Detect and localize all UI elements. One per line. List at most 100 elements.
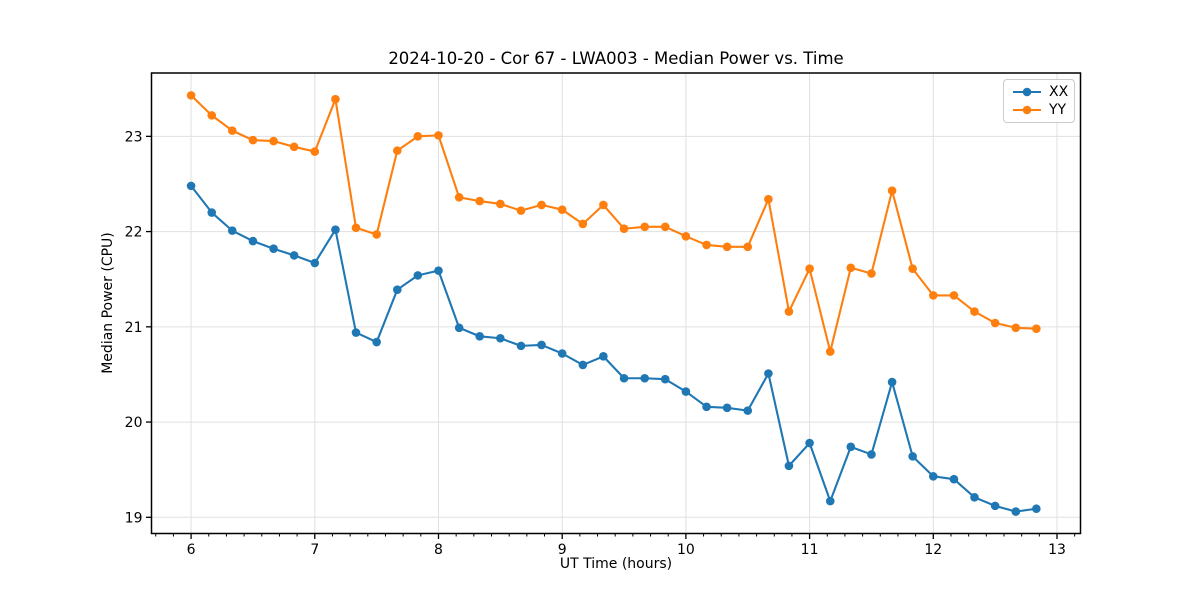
data-point-yy xyxy=(599,200,608,210)
data-point-xx xyxy=(619,373,629,383)
data-point-yy xyxy=(990,318,1000,328)
data-point-yy xyxy=(310,147,320,156)
data-point-xx xyxy=(743,406,753,415)
data-point-xx xyxy=(825,496,835,506)
data-point-yy xyxy=(867,269,876,278)
data-point-yy xyxy=(578,219,588,229)
data-point-yy xyxy=(1011,323,1021,333)
data-point-xx xyxy=(475,332,484,341)
data-point-xx xyxy=(248,236,258,246)
data-point-xx xyxy=(537,340,546,350)
legend-label-yy: YY xyxy=(1049,102,1067,118)
data-point-yy xyxy=(331,94,340,104)
data-point-yy xyxy=(392,146,402,155)
x-tick-label: 7 xyxy=(310,542,319,558)
data-point-xx xyxy=(269,244,278,254)
data-point-xx xyxy=(557,349,567,358)
data-point-yy xyxy=(743,242,753,252)
series-line-xx xyxy=(190,184,1038,513)
data-point-yy xyxy=(454,192,464,202)
data-point-yy xyxy=(949,291,959,300)
data-point-yy xyxy=(660,222,670,232)
data-point-xx xyxy=(990,501,1000,511)
data-point-yy xyxy=(805,264,814,274)
legend-marker-icon xyxy=(1022,87,1032,97)
data-point-xx xyxy=(640,373,649,383)
data-point-yy xyxy=(784,307,794,316)
y-tick-label: 19 xyxy=(125,510,143,526)
data-point-yy xyxy=(846,263,856,273)
y-axis-label: Median Power (CPU) xyxy=(100,232,116,374)
data-point-xx xyxy=(928,472,938,481)
y-tick-label: 23 xyxy=(125,129,143,145)
data-point-yy xyxy=(702,240,711,250)
data-point-xx xyxy=(970,493,979,502)
data-point-xx xyxy=(454,323,464,333)
series-line-yy xyxy=(190,94,1038,353)
data-point-yy xyxy=(227,126,237,135)
data-point-yy xyxy=(186,91,196,100)
data-point-yy xyxy=(681,232,691,241)
data-point-yy xyxy=(516,206,526,215)
data-point-yy xyxy=(475,196,484,206)
data-point-xx xyxy=(413,271,423,280)
plot-border xyxy=(150,72,1082,535)
legend-marker-icon xyxy=(1022,105,1032,115)
legend-line-sample-yy xyxy=(1013,105,1041,115)
data-point-xx xyxy=(599,352,608,361)
data-point-xx xyxy=(867,450,876,459)
data-point-xx xyxy=(227,226,237,235)
data-point-xx xyxy=(805,438,814,448)
data-point-yy xyxy=(619,224,629,234)
x-tick-label: 11 xyxy=(801,542,819,558)
x-tick-label: 8 xyxy=(434,542,443,558)
legend: XX YY xyxy=(1003,79,1075,123)
data-point-yy xyxy=(248,135,258,145)
data-point-xx xyxy=(392,285,402,294)
data-point-yy xyxy=(269,136,278,146)
data-point-xx xyxy=(496,333,505,343)
x-tick-label: 9 xyxy=(558,542,567,558)
data-point-yy xyxy=(722,242,732,252)
y-tick-label: 20 xyxy=(125,415,143,431)
data-point-xx xyxy=(372,337,381,347)
data-point-yy xyxy=(928,291,938,300)
x-tick-label: 12 xyxy=(924,542,942,558)
data-point-yy xyxy=(413,132,423,141)
data-point-yy xyxy=(764,194,773,204)
data-point-xx xyxy=(578,360,588,370)
data-point-xx xyxy=(289,251,299,260)
data-point-xx xyxy=(1032,504,1041,514)
x-tick-label: 10 xyxy=(677,542,695,558)
data-point-yy xyxy=(887,186,897,195)
data-point-xx xyxy=(681,387,691,396)
data-point-yy xyxy=(908,264,917,274)
data-point-xx xyxy=(784,461,794,471)
data-point-yy xyxy=(640,222,649,232)
legend-line-sample-xx xyxy=(1013,87,1041,97)
data-point-xx xyxy=(1011,507,1021,516)
data-point-xx xyxy=(702,402,711,412)
data-point-yy xyxy=(1032,324,1041,334)
data-point-yy xyxy=(207,111,217,120)
data-point-xx xyxy=(908,452,917,461)
data-point-xx xyxy=(949,474,959,484)
data-point-yy xyxy=(825,347,835,356)
y-tick-label: 21 xyxy=(125,320,143,336)
data-point-yy xyxy=(496,199,505,209)
data-point-xx xyxy=(351,328,361,337)
data-point-xx xyxy=(207,208,217,217)
data-point-yy xyxy=(970,307,979,316)
data-point-xx xyxy=(846,442,856,452)
x-axis-label: UT Time (hours) xyxy=(559,556,673,572)
legend-label-xx: XX xyxy=(1049,84,1069,100)
data-point-xx xyxy=(764,369,773,378)
data-point-yy xyxy=(557,205,567,214)
legend-item-xx: XX xyxy=(1004,84,1074,101)
x-tick-label: 6 xyxy=(187,542,196,558)
x-tick-label: 13 xyxy=(1048,542,1066,558)
data-point-xx xyxy=(887,377,897,387)
data-point-yy xyxy=(351,223,361,233)
